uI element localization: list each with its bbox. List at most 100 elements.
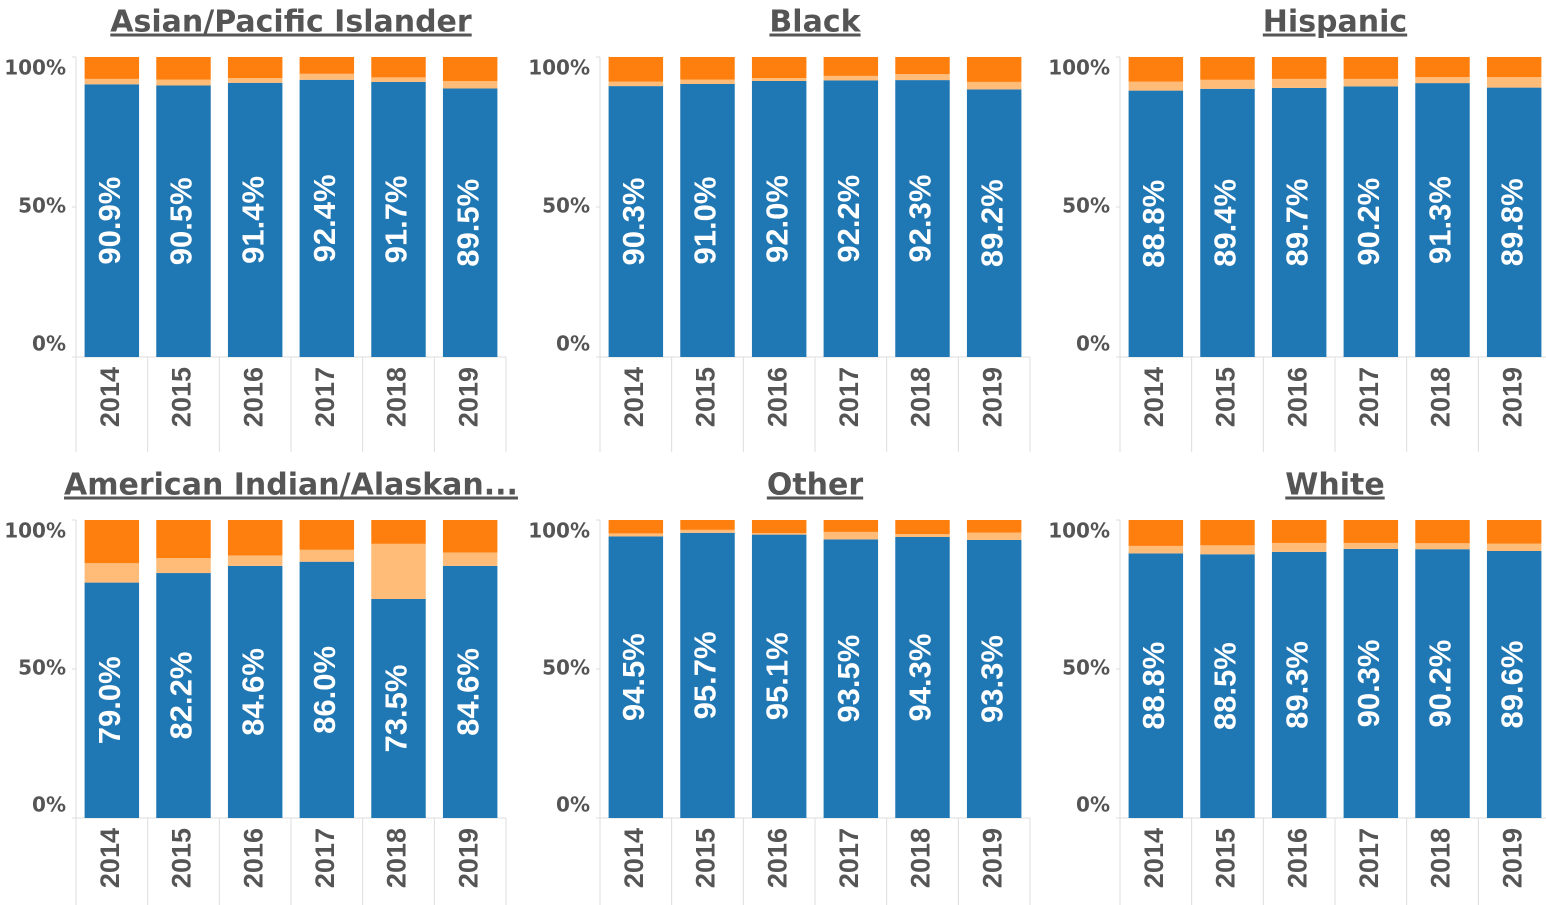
bar-segment [1343,86,1399,358]
bar-segment [751,78,807,81]
y-tick-label: 100% [1048,519,1110,543]
value-label: 88.8% [1136,180,1171,268]
value-label: 91.7% [379,175,414,263]
bar-segment [299,57,355,74]
x-tick-label: 2015 [691,367,721,427]
bar-segment [751,81,807,357]
bar-segment [1486,57,1542,78]
value-label: 95.7% [688,631,723,719]
bar-segment [680,520,735,530]
value-label: 89.3% [1279,641,1314,729]
bar-segment [156,558,211,574]
bar-segment [895,74,950,81]
value-label: 92.3% [903,175,938,263]
chart-title: White [1285,468,1384,503]
bar-segment [608,520,664,534]
bar-segment [966,89,1022,358]
bar-segment [608,86,664,357]
y-tick-label: 100% [528,519,590,543]
bar-segment [1343,520,1399,543]
bar-segment [156,85,211,357]
bar-segment [1128,90,1184,357]
bar-segment [895,80,950,357]
bar-segment [227,57,283,78]
value-label: 90.3% [616,178,651,266]
x-tick-label: 2014 [1139,828,1169,888]
value-label: 92.2% [831,175,866,263]
bar-segment [608,57,664,82]
y-tick-label: 100% [4,519,66,543]
bar-segment [966,539,1022,818]
x-tick-label: 2018 [906,828,936,888]
bar-segment [1200,545,1255,555]
bar-segment [823,531,879,540]
value-label: 93.3% [974,635,1009,723]
x-tick-label: 2017 [1354,367,1384,427]
bar-segment [895,536,950,818]
value-label: 90.5% [164,177,199,265]
chart-title: Hispanic [1263,5,1407,40]
bar-segment [84,582,140,818]
bar-segment [371,57,426,78]
x-tick-label: 2019 [977,828,1007,888]
x-tick-label: 2015 [1211,828,1241,888]
x-tick-label: 2018 [382,828,412,888]
bar-segment [1343,78,1399,87]
bar-segment [1200,554,1255,818]
bar-segment [1200,57,1255,80]
bar-segment [823,75,879,81]
bar-segment [966,81,1022,90]
bar-segment [371,77,426,82]
x-tick-label: 2014 [619,828,649,888]
bar-segment [442,565,498,818]
bar-segment [227,520,283,556]
y-tick-label: 50% [1062,656,1110,680]
bar-segment [1271,542,1327,552]
bar-segment [1128,81,1184,91]
bar-segment [371,543,426,599]
value-label: 91.3% [1423,176,1458,264]
bar-segment [966,532,1022,540]
bar-segment [1415,83,1470,357]
x-tick-label: 2018 [1426,367,1456,427]
y-tick-label: 100% [528,56,590,80]
y-tick-label: 0% [32,793,66,817]
chart-title: Asian/Pacific Islander [110,5,472,40]
value-label: 79.0% [92,656,127,744]
bar-segment [1486,550,1542,818]
bar-segment [371,81,426,358]
bar-segment [680,79,735,84]
bar-segment [1271,57,1327,79]
bar-segment [1271,87,1327,358]
bar-segment [1486,87,1542,357]
bar-segment [680,529,735,533]
y-tick-label: 0% [1076,332,1110,356]
value-label: 90.3% [1351,639,1386,727]
bar-segment [84,78,140,85]
bar-segment [227,78,283,83]
bar-segment [442,81,498,89]
bar-segment [1128,553,1184,818]
bar-segment [1128,57,1184,82]
x-tick-label: 2016 [238,367,268,427]
bar-segment [84,84,140,358]
y-tick-label: 50% [18,194,66,218]
x-tick-label: 2014 [1139,367,1169,427]
bar-segment [1200,88,1255,358]
bar-segment [895,57,950,75]
bar-segment [680,57,735,80]
chart-title: Other [767,468,864,503]
x-tick-label: 2019 [453,828,483,888]
bar-segment [751,57,807,78]
y-tick-label: 100% [4,56,66,80]
value-label: 89.2% [974,179,1009,267]
value-label: 89.8% [1494,178,1529,266]
x-tick-label: 2015 [691,828,721,888]
x-tick-label: 2016 [762,828,792,888]
bar-segment [751,520,807,534]
x-tick-label: 2018 [382,367,412,427]
bar-segment [1343,57,1399,79]
value-label: 86.0% [307,646,342,734]
chart-title: American Indian/Alaskan... [64,468,518,503]
x-tick-label: 2017 [310,828,340,888]
